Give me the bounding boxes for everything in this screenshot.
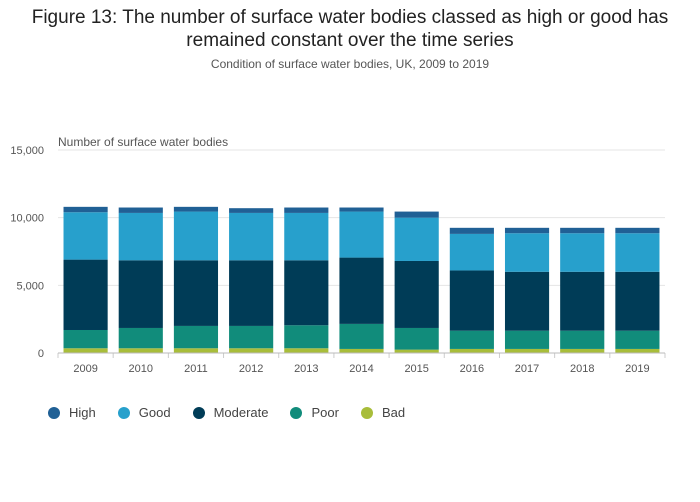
bar-segment-moderate	[504, 271, 550, 331]
bar-segment-high	[394, 211, 439, 218]
x-tick-label: 2015	[404, 363, 428, 375]
bar-segment-bad	[560, 348, 605, 353]
bar-segment-bad	[173, 348, 219, 353]
bar-segment-high	[63, 206, 108, 213]
stacked-bar-chart: 0 5,000 10,000 15,000 Number of surface wate…	[10, 135, 666, 375]
x-tick-label: 2012	[239, 363, 263, 375]
legend-label: Good	[138, 405, 171, 420]
bar-segment-bad	[229, 348, 274, 353]
legend-item-moderate[interactable]: Moderate	[192, 405, 269, 420]
bar-segment-high	[449, 227, 494, 234]
bar-segment-bad	[449, 348, 494, 353]
x-tick-label: 2010	[129, 363, 153, 375]
bar-segment-high	[560, 227, 605, 234]
bar-segment-good	[394, 217, 439, 261]
bar-segment-bad	[118, 348, 163, 353]
bar-segment-poor	[118, 327, 163, 349]
legend-item-bad[interactable]: Bad	[360, 405, 406, 420]
bar-segment-moderate	[118, 260, 163, 328]
y-tick-label: 5,000	[16, 280, 44, 292]
bar-segment-good	[229, 212, 274, 261]
bar-segment-high	[615, 227, 660, 234]
y-tick-label: 0	[38, 348, 44, 360]
legend-swatch	[117, 406, 130, 419]
x-tick-label: 2013	[294, 363, 318, 375]
x-tick-label: 2019	[625, 363, 649, 375]
bar-segment-poor	[560, 330, 605, 349]
bar-segment-good	[118, 212, 163, 261]
legend-label: Poor	[311, 405, 339, 420]
bar-segment-poor	[229, 325, 274, 349]
bar-segment-good	[449, 233, 494, 271]
bar-segment-good	[560, 233, 605, 272]
bar-segment-poor	[284, 325, 329, 349]
legend-label: Bad	[381, 405, 406, 420]
bar-segment-good	[339, 211, 384, 258]
legend-swatch	[290, 406, 303, 419]
bar-segment-high	[504, 227, 550, 234]
bar-segment-poor	[339, 323, 384, 349]
legend-item-good[interactable]: Good	[117, 405, 171, 420]
bar-segment-high	[173, 206, 219, 212]
legend-label: High	[69, 405, 96, 420]
legend-swatch	[48, 406, 60, 419]
bar-segment-bad	[394, 349, 439, 353]
bar-segment-poor	[173, 325, 219, 349]
bar-segment-moderate	[560, 271, 605, 331]
chart-title: Figure 13: The number of surface water b…	[31, 7, 669, 51]
chart-legend: High Good Moderate Poor Bad	[48, 405, 427, 420]
bar-segment-moderate	[449, 270, 494, 331]
bar-segment-high	[284, 207, 329, 213]
bar-segment-good	[63, 212, 108, 260]
bar-segment-high	[229, 208, 274, 213]
y-tick-label: 15,000	[10, 145, 44, 157]
bar-segment-poor	[63, 329, 108, 349]
legend-label: Moderate	[213, 405, 269, 420]
x-tick-label: 2016	[460, 363, 484, 375]
bar-segment-moderate	[615, 271, 660, 331]
bar-segment-good	[173, 211, 219, 261]
bar-segment-good	[284, 212, 329, 261]
bar-segment-moderate	[339, 257, 384, 324]
bar-segment-bad	[504, 348, 550, 353]
bar-segment-moderate	[394, 260, 439, 328]
bar-segment-moderate	[173, 260, 219, 326]
bar-segment-poor	[615, 330, 660, 349]
bar-segment-poor	[449, 330, 494, 349]
legend-item-poor[interactable]: Poor	[290, 405, 339, 420]
bar-segment-bad	[339, 348, 384, 353]
y-axis-label: Number of surface water bodies	[58, 135, 228, 149]
legend-swatch	[192, 406, 205, 419]
bar-segment-moderate	[284, 260, 329, 326]
chart-subtitle: Condition of surface water bodies, UK, 2…	[210, 57, 490, 71]
bar-segment-moderate	[229, 260, 274, 326]
bar-segment-good	[504, 233, 550, 272]
legend-swatch	[360, 406, 373, 419]
bar-segment-good	[615, 233, 660, 272]
x-tick-label: 2011	[184, 363, 208, 375]
bar-segment-moderate	[63, 259, 108, 330]
x-tick-label: 2014	[349, 363, 373, 375]
bar-segment-bad	[615, 348, 660, 353]
x-tick-label: 2009	[73, 363, 97, 375]
bar-segment-high	[118, 207, 163, 213]
bar-segment-poor	[504, 330, 550, 349]
y-tick-label: 10,000	[10, 213, 44, 225]
x-tick-label: 2018	[570, 363, 594, 375]
bar-segment-bad	[284, 348, 329, 353]
bar-segment-poor	[394, 327, 439, 350]
x-tick-label: 2017	[515, 363, 539, 375]
bar-segment-high	[339, 207, 384, 212]
bar-segment-bad	[63, 348, 108, 353]
legend-item-high[interactable]: High	[48, 405, 96, 420]
